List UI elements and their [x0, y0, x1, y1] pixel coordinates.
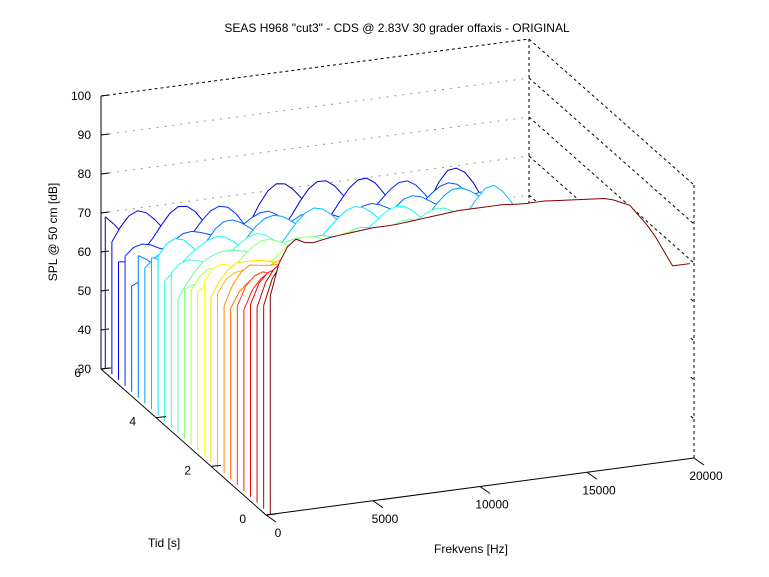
z-tick — [100, 328, 110, 331]
x-tick-label: 20000 — [689, 469, 723, 483]
z-tick-label: 80 — [78, 167, 92, 181]
box-grid-back — [100, 77, 530, 136]
slice-fill — [270, 198, 690, 515]
x-tick-label: 10000 — [475, 498, 509, 512]
z-tick-label: 70 — [78, 206, 92, 220]
z-axis-label: SPL @ 50 cm [dB] — [46, 183, 60, 281]
z-tick — [100, 250, 110, 253]
z-tick-label: 40 — [78, 323, 92, 337]
x-axis-label: Frekvens [Hz] — [434, 542, 508, 556]
box-edge-right-top — [528, 38, 695, 186]
y-axis-line — [100, 368, 267, 516]
x-tick — [265, 514, 277, 523]
waterfall-slices — [104, 167, 690, 515]
box-grid-back — [100, 116, 530, 175]
y-tick — [155, 416, 167, 419]
y-tick-label: 6 — [74, 366, 81, 380]
z-tick — [100, 367, 110, 370]
z-tick — [100, 94, 110, 97]
z-tick — [100, 289, 110, 292]
box-grid-right — [528, 77, 695, 225]
x-tick — [372, 500, 384, 509]
x-tick-label: 0 — [275, 526, 282, 540]
z-tick-label: 100 — [71, 89, 91, 103]
z-tick — [100, 172, 110, 175]
x-tick — [586, 471, 598, 480]
slice-line — [269, 198, 690, 297]
z-tick-label: 60 — [78, 245, 92, 259]
chart-title: SEAS H968 "cut3" - CDS @ 2.83V 30 grader… — [224, 21, 570, 35]
y-tick-label: 4 — [129, 415, 136, 429]
y-tick-label: 0 — [239, 512, 246, 526]
z-tick-label: 90 — [78, 128, 92, 142]
y-tick — [265, 513, 277, 516]
z-tick — [100, 133, 110, 136]
x-tick-label: 15000 — [582, 483, 616, 497]
x-tick — [693, 457, 705, 466]
box-grid-right — [528, 116, 695, 264]
axes: 0 5000 10000 15000 20000 0 2 4 630 40 50 60 70 80 90 10… — [71, 89, 723, 540]
y-axis-label: Tid [s] — [148, 536, 180, 550]
x-tick — [479, 486, 491, 494]
y-tick — [210, 464, 222, 467]
z-tick-label: 30 — [78, 362, 92, 376]
y-tick-label: 2 — [184, 463, 191, 477]
x-tick-label: 5000 — [372, 512, 399, 526]
z-tick — [100, 211, 110, 214]
box-edge-back-top — [100, 38, 530, 97]
z-tick-label: 50 — [78, 284, 92, 298]
